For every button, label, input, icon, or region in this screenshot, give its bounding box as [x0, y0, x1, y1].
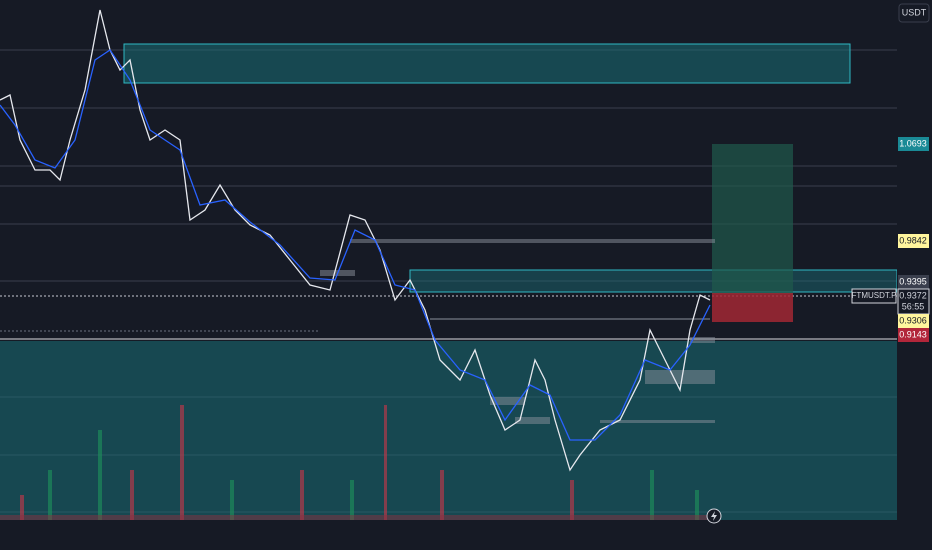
moving-average	[0, 49, 711, 441]
price-tag	[898, 314, 929, 328]
price-line	[0, 9, 711, 472]
price-tag	[898, 137, 929, 151]
symbol-tag	[851, 288, 897, 304]
demand-zone	[0, 341, 897, 520]
price-label: 0.9395	[899, 276, 927, 286]
price-tag	[898, 328, 929, 342]
last-price: 0.9372	[899, 290, 927, 300]
supply-zone	[123, 43, 851, 84]
price-label: 1.0693	[899, 138, 927, 148]
countdown: 56:55	[902, 301, 925, 311]
symbol: FTMUSDT.P	[852, 291, 897, 300]
price-label: 0.9143	[899, 329, 927, 339]
resistance-zone	[409, 269, 898, 293]
price-label: 0.9306	[899, 315, 927, 325]
time-axis	[0, 522, 932, 550]
volume	[0, 405, 712, 520]
price-tag	[898, 275, 929, 289]
last-price-tag	[897, 288, 930, 315]
target-zone	[712, 144, 793, 294]
bolt-icon	[711, 511, 717, 521]
price-label: 0.9842	[899, 235, 927, 245]
stop-zone	[712, 293, 793, 322]
currency: USDT	[902, 7, 927, 17]
currency-button[interactable]	[898, 3, 930, 23]
price-tag	[898, 234, 929, 248]
